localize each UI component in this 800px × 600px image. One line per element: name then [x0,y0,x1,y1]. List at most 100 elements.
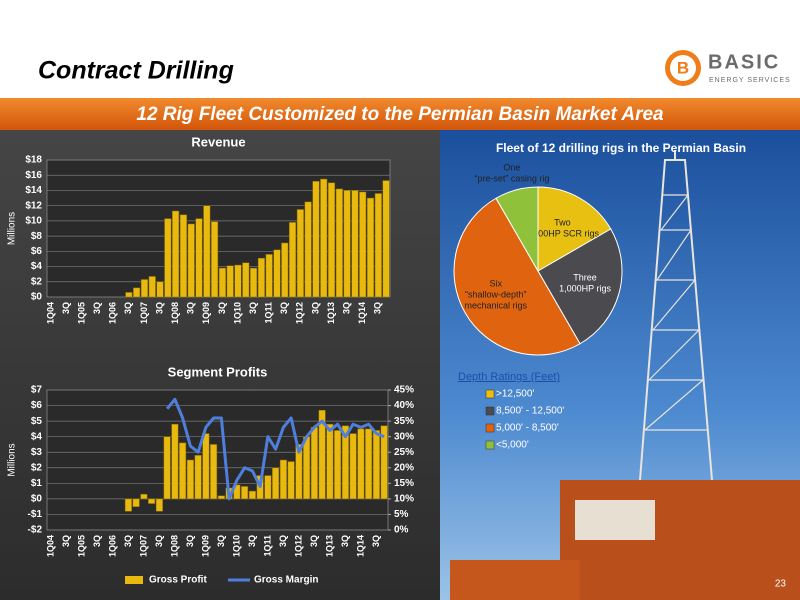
y-tick-label: $5 [31,416,43,427]
bar [186,459,194,500]
bar [140,279,148,298]
y-tick-label: $2 [31,462,43,473]
bar [296,209,304,298]
y2-tick-label: 10% [394,494,414,505]
x-tick-label: 3Q [92,302,102,314]
y-tick-label: $10 [25,216,42,227]
bar [148,498,156,504]
x-tick-label: 3Q [279,302,289,314]
chart-title: Revenue [191,134,245,149]
x-tick-label: 1Q05 [76,535,86,557]
y2-tick-label: 45% [394,385,414,396]
x-tick-label: 3Q [342,302,352,314]
y-tick-label: -$1 [28,509,43,520]
bar [272,467,280,500]
bar [125,292,133,298]
bar [179,214,187,298]
bar [359,191,367,298]
bar [328,182,336,298]
x-tick-label: 3Q [340,535,350,547]
legend-label: <5,000' [496,440,529,451]
x-tick-label: 3Q [248,302,258,314]
bar [357,428,365,500]
x-tick-label: 3Q [154,535,164,547]
x-tick-label: 1Q14 [357,302,367,324]
bar [289,222,297,298]
y-tick-label: $12 [25,200,42,211]
logo-mark: B [677,58,689,77]
x-tick-label: 1Q04 [45,302,55,324]
bar [320,178,328,298]
x-tick-label: 1Q13 [324,535,334,557]
bar [202,433,210,500]
x-tick-label: 3Q [278,535,288,547]
x-tick-label: 3Q [310,302,320,314]
slide-title: Contract Drilling [38,57,234,85]
bar [334,430,342,500]
y2-tick-label: 5% [394,509,409,520]
y-tick-label: $1 [31,478,43,489]
y-tick-label: $18 [25,155,42,166]
x-tick-label: 1Q04 [45,535,55,557]
x-tick-label: 3Q [309,535,319,547]
y-tick-label: $8 [31,231,43,242]
y2-tick-label: 30% [394,431,414,442]
bar [281,242,289,298]
x-tick-label: 1Q06 [107,535,117,557]
x-tick-label: 1Q12 [295,302,305,324]
slice-label: One [503,163,520,173]
legend-swatch [485,423,495,433]
x-tick-label: 1Q13 [326,302,336,324]
bar [265,254,273,298]
bar [374,193,382,298]
pie-slice [537,186,612,272]
pie-slice [453,197,581,356]
y2-tick-label: 20% [394,462,414,473]
bar [365,428,373,500]
slice-label: mechanical rigs [465,301,528,311]
y-axis-label: Millions [7,212,18,245]
bar [264,475,272,500]
bar [210,444,218,500]
legend-label: 5,000' - 8,500' [496,423,559,434]
y-tick-label: $16 [25,170,42,181]
x-tick-label: 3Q [217,302,227,314]
y-tick-label: $6 [31,246,43,257]
bar [372,430,380,500]
bar [132,498,140,507]
x-tick-label: 1Q11 [264,302,274,324]
bar [312,181,320,298]
bar [287,461,295,500]
x-tick-label: 3Q [186,302,196,314]
rig-illustration [639,150,713,481]
x-tick-label: 1Q08 [170,302,180,324]
x-tick-label: 1Q09 [201,302,211,324]
y-axis-label: Millions [7,443,18,476]
bar [248,490,256,500]
bar [343,190,351,298]
bar [171,423,179,500]
bar [295,444,303,500]
legend-swatch [485,389,495,399]
bar [382,180,390,298]
x-tick-label: 3Q [61,535,71,547]
charts: RevenueMillions$0$2$4$6$8$10$12$14$16$18… [7,134,746,585]
legend-label: 8,500' - 12,500' [496,406,564,417]
chart-title: Fleet of 12 drilling rigs in the Permian… [496,141,746,155]
bar [133,287,141,298]
x-tick-label: 1Q10 [232,302,242,324]
bar [194,455,202,500]
bar [124,498,132,512]
bar [303,436,311,500]
y2-tick-label: 35% [394,416,414,427]
y2-tick-label: 0% [394,525,409,536]
legend-swatch [485,440,495,450]
slice-label: “pre-set” casing rig [474,174,549,184]
bar [164,218,172,298]
bar [341,425,349,500]
bar [234,264,242,298]
logo-inner [670,55,696,81]
bar [226,265,234,298]
legend-swatch [125,576,143,584]
